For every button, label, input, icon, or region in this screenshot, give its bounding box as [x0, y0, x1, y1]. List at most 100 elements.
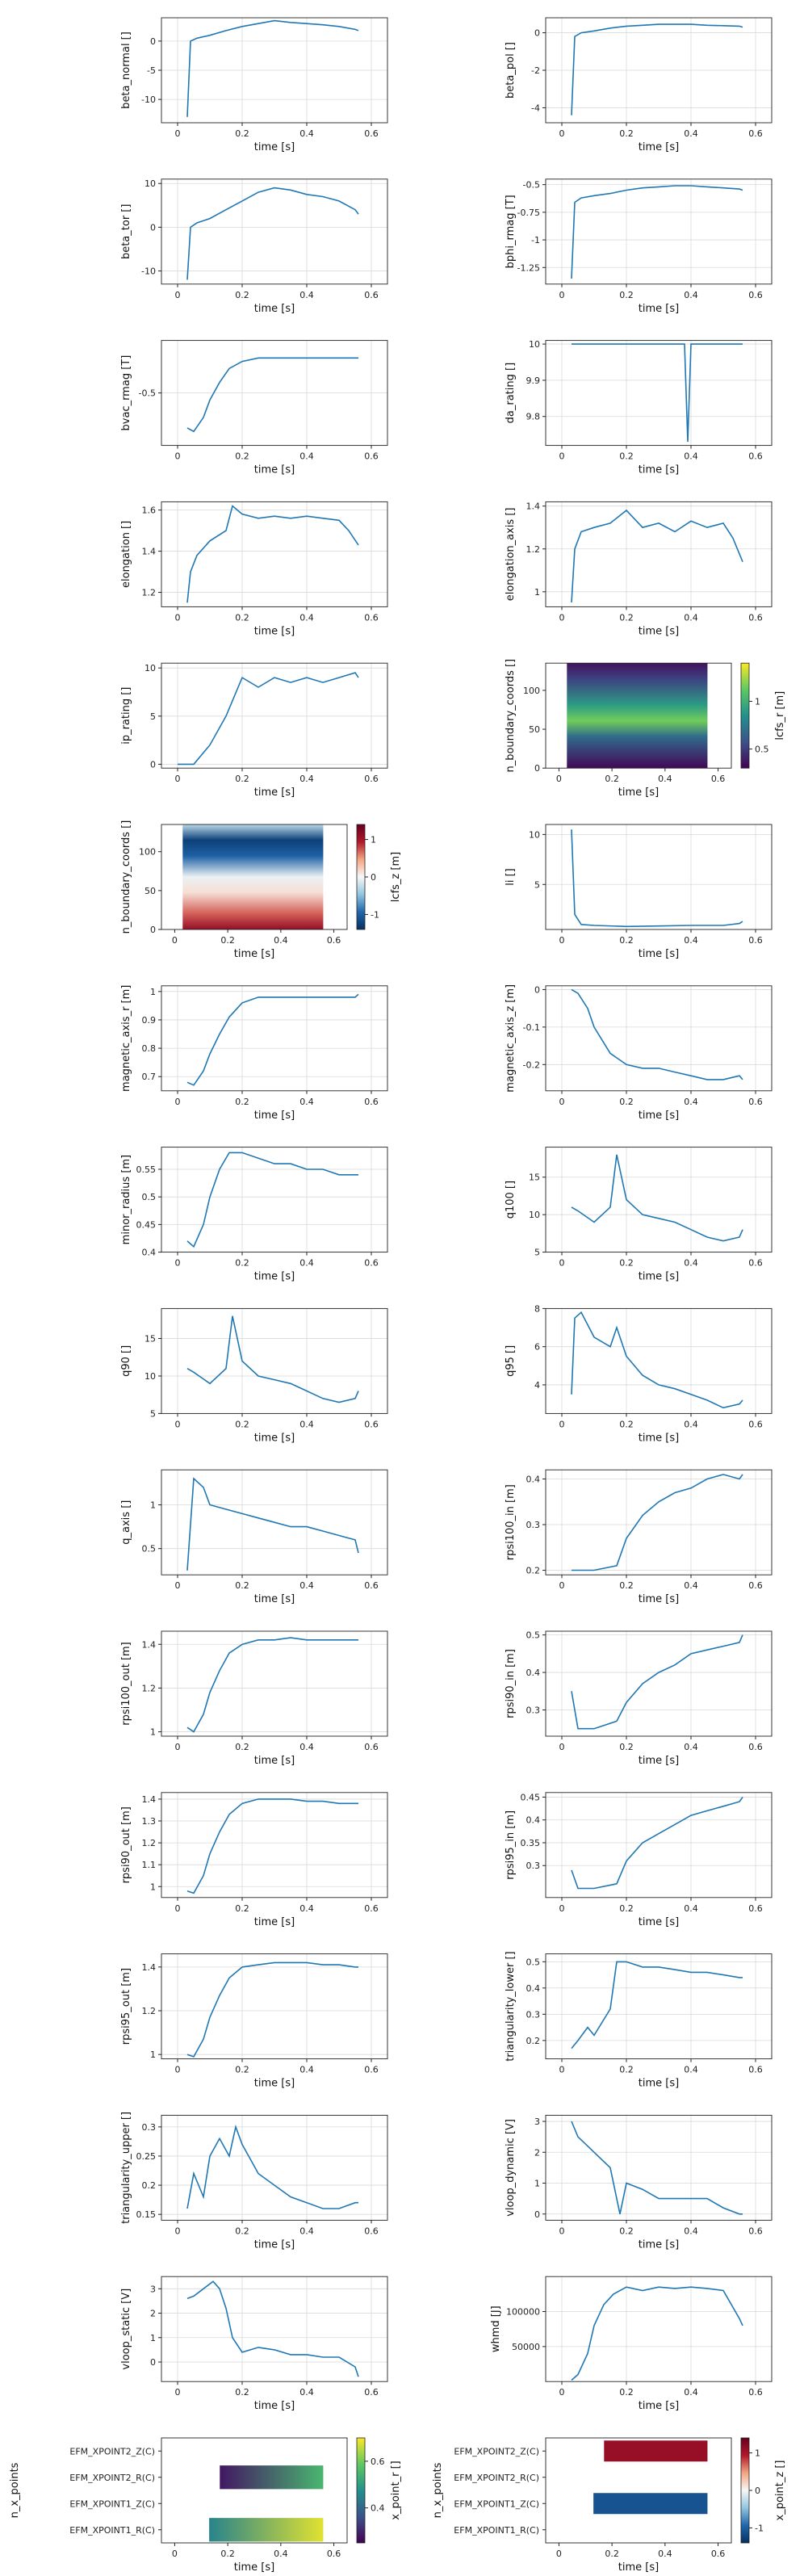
y-axis-label: li [] [505, 868, 517, 886]
x-axis-label: time [s] [254, 625, 295, 637]
x-tick-label: 0.6 [364, 1742, 379, 1752]
y-tick-label: 0 [534, 2209, 540, 2220]
colorbar-tick-label: 1 [755, 696, 760, 707]
y-tick-label: 2 [534, 2147, 540, 2158]
y-tick-label: 1.4 [142, 1962, 157, 1973]
y-tick-label: 10 [529, 1210, 540, 1220]
x-tick-label: 0.4 [299, 1097, 314, 1107]
axes-frame [161, 2276, 388, 2382]
y-tick-label: 0.35 [521, 1838, 541, 1848]
subplot-5: 0 0.2 0.4 0.6 -0.5 time [s] bvac_rmag [T] [120, 340, 388, 476]
series-line [186, 1961, 358, 2058]
y-tick-label: 5 [534, 1248, 540, 1258]
y-tick-label: EFM_XPOINT1_R(C) [69, 2525, 155, 2536]
subplot-32: EFM_XPOINT1_R(C) EFM_XPOINT1_Z(C) EFM_XPOI… [432, 2437, 786, 2574]
subplot-16: 0 0.2 0.4 0.6 5 10 15 time [s] q100 [] [505, 1147, 773, 1283]
y-axis-label: whmd [J] [490, 2305, 502, 2352]
x-tick-label: 0 [559, 290, 565, 300]
x-tick-label: 0.6 [748, 290, 763, 300]
x-tick-label: 0.4 [684, 1903, 698, 1914]
x-tick-label: 0.2 [235, 1097, 249, 1107]
y-axis-label: rpsi90_in [m] [505, 1649, 517, 1718]
x-tick-label: 0.2 [619, 1419, 634, 1429]
subplot-14: 0 0.2 0.4 0.6 -0.2 -0.1 0 time [s] magnetic_axis… [505, 984, 773, 1122]
x-tick-label: 0.2 [235, 612, 249, 623]
axes-frame [545, 985, 773, 1092]
x-tick-label: 0.4 [299, 451, 314, 462]
y-tick-label: 10 [529, 339, 540, 350]
x-tick-label: 0.4 [299, 1742, 314, 1752]
x-tick-label: 0.6 [364, 612, 379, 623]
y-tick-label: 0.4 [526, 1668, 541, 1678]
x-axis-label: time [s] [254, 303, 295, 315]
x-tick-label: 0.4 [299, 774, 314, 784]
y-tick-label: 0.7 [142, 1072, 157, 1082]
x-tick-label: 0.4 [658, 774, 672, 784]
axes-frame [161, 662, 388, 769]
subplot-11: 0 50 100 n_boundary_coords [] 0 0.2 0.4 0.6 time… [120, 820, 402, 960]
x-tick-label: 0.2 [235, 774, 249, 784]
x-axis-label: time [s] [639, 948, 679, 960]
subplot-17: 0 0.2 0.4 0.6 5 10 15 time [s] q90 [] [120, 1307, 388, 1444]
y-tick-label: EFM_XPOINT2_R(C) [454, 2473, 539, 2483]
y-tick-label: 0.9 [142, 1015, 157, 1026]
x-tick-label: 0 [172, 935, 178, 946]
x-tick-label: 0 [559, 2226, 565, 2236]
x-axis-label: time [s] [639, 1432, 679, 1444]
series-line [571, 829, 743, 928]
y-tick-label: 2 [150, 2309, 156, 2319]
axes-frame [545, 1307, 773, 1414]
x-tick-label: 0.6 [364, 290, 379, 300]
y-tick-label: 0.3 [526, 2009, 541, 2020]
y-axis-label: n_x_points [9, 2462, 21, 2518]
y-tick-label: 1 [150, 987, 156, 997]
y-tick-label: EFM_XPOINT1_R(C) [454, 2525, 539, 2536]
y-tick-label: 50000 [512, 2342, 540, 2352]
y-tick-label: 0.3 [526, 1520, 541, 1530]
series-line [186, 187, 359, 280]
series-line [186, 505, 359, 603]
subplot-23: 0 0.2 0.4 0.6 1 1.1 1.2 1.3 1.4 time [s] rpsi90_ou… [120, 1792, 388, 1928]
y-tick-label: 1.4 [526, 501, 541, 512]
x-axis-label: time [s] [254, 2238, 295, 2251]
colorbar [740, 662, 750, 769]
y-tick-label: 8 [534, 1303, 540, 1314]
x-tick-label: 0.2 [235, 2226, 249, 2236]
series-line [186, 1315, 359, 1403]
y-tick-label: 10 [144, 178, 156, 189]
x-tick-label: 0.6 [327, 2549, 341, 2559]
axes-frame [161, 824, 348, 930]
x-axis-label: time [s] [234, 948, 274, 960]
x-axis-label: time [s] [254, 1271, 295, 1283]
y-tick-label: 10 [144, 1371, 156, 1382]
x-tick-label: 0.4 [299, 1580, 314, 1591]
x-tick-label: 0.2 [619, 290, 634, 300]
x-tick-label: 0.4 [684, 128, 698, 139]
x-axis-label: time [s] [234, 2561, 274, 2574]
x-tick-label: 0.2 [220, 935, 235, 946]
x-tick-label: 0.4 [684, 290, 698, 300]
y-tick-label: -10 [141, 266, 156, 277]
x-axis-label: time [s] [254, 1110, 295, 1122]
y-tick-label: 1 [150, 2333, 156, 2343]
axes-frame [161, 1147, 388, 1253]
x-tick-label: 0.4 [299, 290, 314, 300]
series-line [186, 357, 358, 433]
x-tick-label: 0.2 [235, 1419, 249, 1429]
x-axis-label: time [s] [639, 1110, 679, 1122]
x-tick-label: 0.6 [364, 1419, 379, 1429]
subplot-4: 0 0.2 0.4 0.6 -1.25 -1 -0.75 -0.5 time [s] bphi_r… [505, 178, 773, 315]
y-tick-label: 0 [150, 759, 156, 770]
y-tick-label: 1 [150, 1882, 156, 1892]
axes-frame [161, 1630, 388, 1737]
y-tick-label: 0.25 [136, 2151, 157, 2162]
y-tick-label: 0.2 [526, 1566, 541, 1576]
series-line [571, 23, 743, 115]
x-tick-label: 0 [175, 2065, 181, 2075]
x-tick-label: 0.4 [684, 451, 698, 462]
x-tick-label: 0.6 [748, 2387, 763, 2398]
subplot-1: 0 0.2 0.4 0.6 -10 -5 0 time [s] beta_normal [] [120, 17, 388, 153]
series-line [571, 1634, 743, 1730]
y-tick-label: 1.2 [142, 588, 157, 598]
y-tick-label: 0.5 [142, 1192, 157, 1202]
